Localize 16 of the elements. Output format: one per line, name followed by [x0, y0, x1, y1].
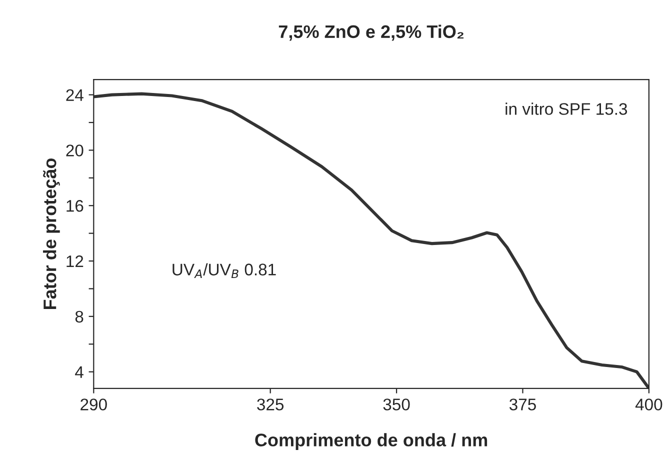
y-tick-label: 4 [75, 366, 84, 378]
x-tick-label: 375 [509, 398, 536, 410]
x-tick-label: 325 [257, 398, 284, 410]
y-tick-label: 12 [66, 255, 84, 268]
annotation: UV$_{A}$/UV$_{B}$ 0.81 [172, 263, 276, 278]
x-axis-title: Comprimento de onda / nm [255, 433, 488, 450]
chart-title: 7,5% ZnO e 2,5% TiO₂ [278, 24, 464, 41]
y-tick-label: 20 [66, 144, 84, 156]
y-tick-label: 24 [66, 89, 84, 101]
y-axis-title: Fator de proteção [43, 158, 60, 310]
y-tick-label: 16 [66, 200, 84, 212]
annotation: in vitro SPF 15.3 [506, 102, 628, 115]
x-tick-label: 290 [80, 398, 107, 410]
x-tick-label: 350 [383, 398, 410, 410]
y-tick-label: 8 [75, 310, 84, 323]
x-tick-label: 400 [635, 398, 662, 410]
